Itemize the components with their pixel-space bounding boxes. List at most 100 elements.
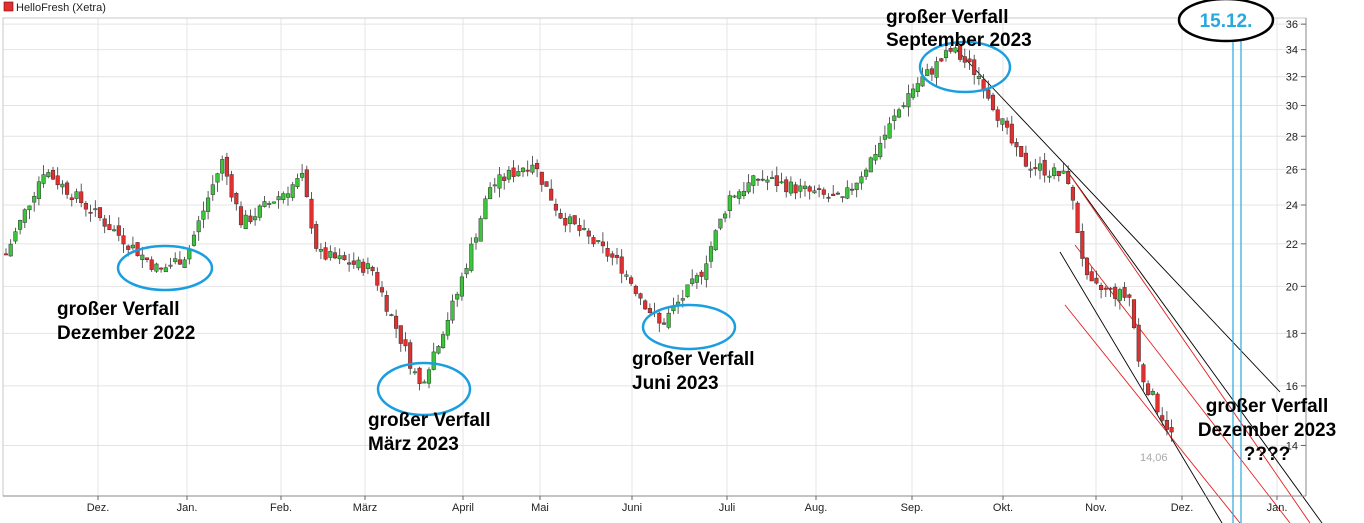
candle-body [337, 255, 342, 260]
x-tick-label: März [353, 502, 377, 514]
candle-body [826, 196, 831, 199]
candle-body [1164, 420, 1169, 430]
candle-body [1066, 170, 1071, 184]
candle-body [882, 134, 887, 140]
candle-body [976, 75, 981, 79]
candle-body [610, 253, 615, 258]
candle-body [488, 187, 493, 200]
candle-body [290, 184, 295, 198]
candle-body [582, 228, 587, 230]
candle-body [469, 243, 474, 271]
candle-body [774, 175, 779, 187]
candlesticks [3, 41, 1174, 442]
candle-body [1056, 170, 1061, 177]
candle-body [708, 246, 714, 262]
candle-body [224, 156, 229, 177]
candle-body [746, 182, 751, 193]
candle-body [859, 176, 864, 184]
annotation-text: großer Verfall [368, 410, 491, 431]
candle-body [502, 176, 507, 181]
candle-body [864, 169, 869, 177]
x-tick-label: Dez. [87, 502, 110, 514]
candle-body [840, 196, 845, 199]
candle-body [140, 254, 145, 260]
x-tick-label: April [452, 502, 474, 514]
candle-body [516, 171, 521, 177]
candle-body [831, 193, 836, 196]
candle-body [549, 188, 554, 201]
candle-body [755, 178, 761, 181]
candle-body [572, 215, 577, 225]
trend-channel-line [1069, 174, 1323, 523]
candle-body [849, 188, 855, 191]
annotation-text: Dezember 2022 [57, 323, 195, 344]
candle-body [238, 206, 244, 226]
candle-body [727, 195, 732, 211]
candle-body [925, 69, 930, 76]
candle-body [497, 174, 502, 189]
annotation-text: großer Verfall [632, 349, 755, 370]
candle-body [990, 94, 996, 111]
candle-body [807, 186, 812, 192]
candle-body [32, 195, 37, 203]
candle-body [629, 277, 634, 284]
x-tick-label: Feb. [270, 502, 292, 514]
candle-body [191, 234, 197, 246]
candle-body [116, 225, 121, 236]
candle-body [845, 187, 850, 199]
candle-body [97, 207, 103, 218]
candle-body [967, 58, 972, 63]
candle-body [243, 214, 248, 229]
candle-body [760, 178, 765, 181]
candle-body [525, 169, 530, 172]
y-axis: 14 16 18 20 22 24 26 28 30 32 34 36 [1286, 18, 1307, 496]
candle-body [398, 325, 403, 344]
candle-body [182, 259, 187, 268]
candle-body [854, 182, 859, 191]
candle-body [1117, 289, 1122, 301]
x-tick-label: Jan. [1267, 502, 1288, 514]
candle-body [953, 47, 958, 53]
trend-channel-line [1059, 251, 1223, 523]
candle-body [1014, 142, 1019, 148]
candle-body [27, 205, 32, 211]
candle-body [553, 203, 558, 211]
last-price-label: 14,06 [1140, 452, 1168, 464]
candle-body [563, 218, 568, 226]
candle-body [309, 198, 314, 229]
x-tick-label: Aug. [805, 502, 828, 514]
candle-body [323, 247, 328, 260]
candle-body [1108, 287, 1113, 290]
candle-body [802, 185, 808, 190]
candle-body [177, 259, 182, 265]
candle-body [873, 154, 878, 161]
y-tick-label: 24 [1286, 200, 1298, 212]
candle-body [680, 298, 685, 301]
candle-body [69, 197, 74, 201]
annotation-text: Dezember 2023 [1198, 420, 1336, 441]
candle-body [596, 240, 601, 242]
candle-body [1052, 167, 1057, 176]
candle-body [718, 218, 723, 229]
date-marker-ellipse [1177, 0, 1275, 43]
highlight-circle [918, 40, 1012, 94]
candle-body [445, 320, 450, 336]
candle-body [1084, 257, 1090, 276]
candle-body [958, 45, 963, 60]
candle-body [356, 259, 361, 269]
candle-body [915, 83, 920, 93]
candle-body [948, 48, 953, 52]
candle-body [520, 167, 526, 173]
candle-body [215, 173, 220, 183]
y-tick-label: 32 [1286, 72, 1298, 84]
candle-body [1099, 284, 1104, 290]
candle-body [50, 170, 56, 180]
candle-body [892, 115, 897, 121]
candle-body [394, 315, 399, 329]
candle-body [8, 243, 13, 257]
highlight-circles [116, 40, 1012, 417]
candle-body [201, 210, 206, 220]
candle-body [473, 237, 479, 243]
legend-label: HelloFresh (Xetra) [16, 2, 106, 14]
candle-body [1037, 163, 1043, 171]
